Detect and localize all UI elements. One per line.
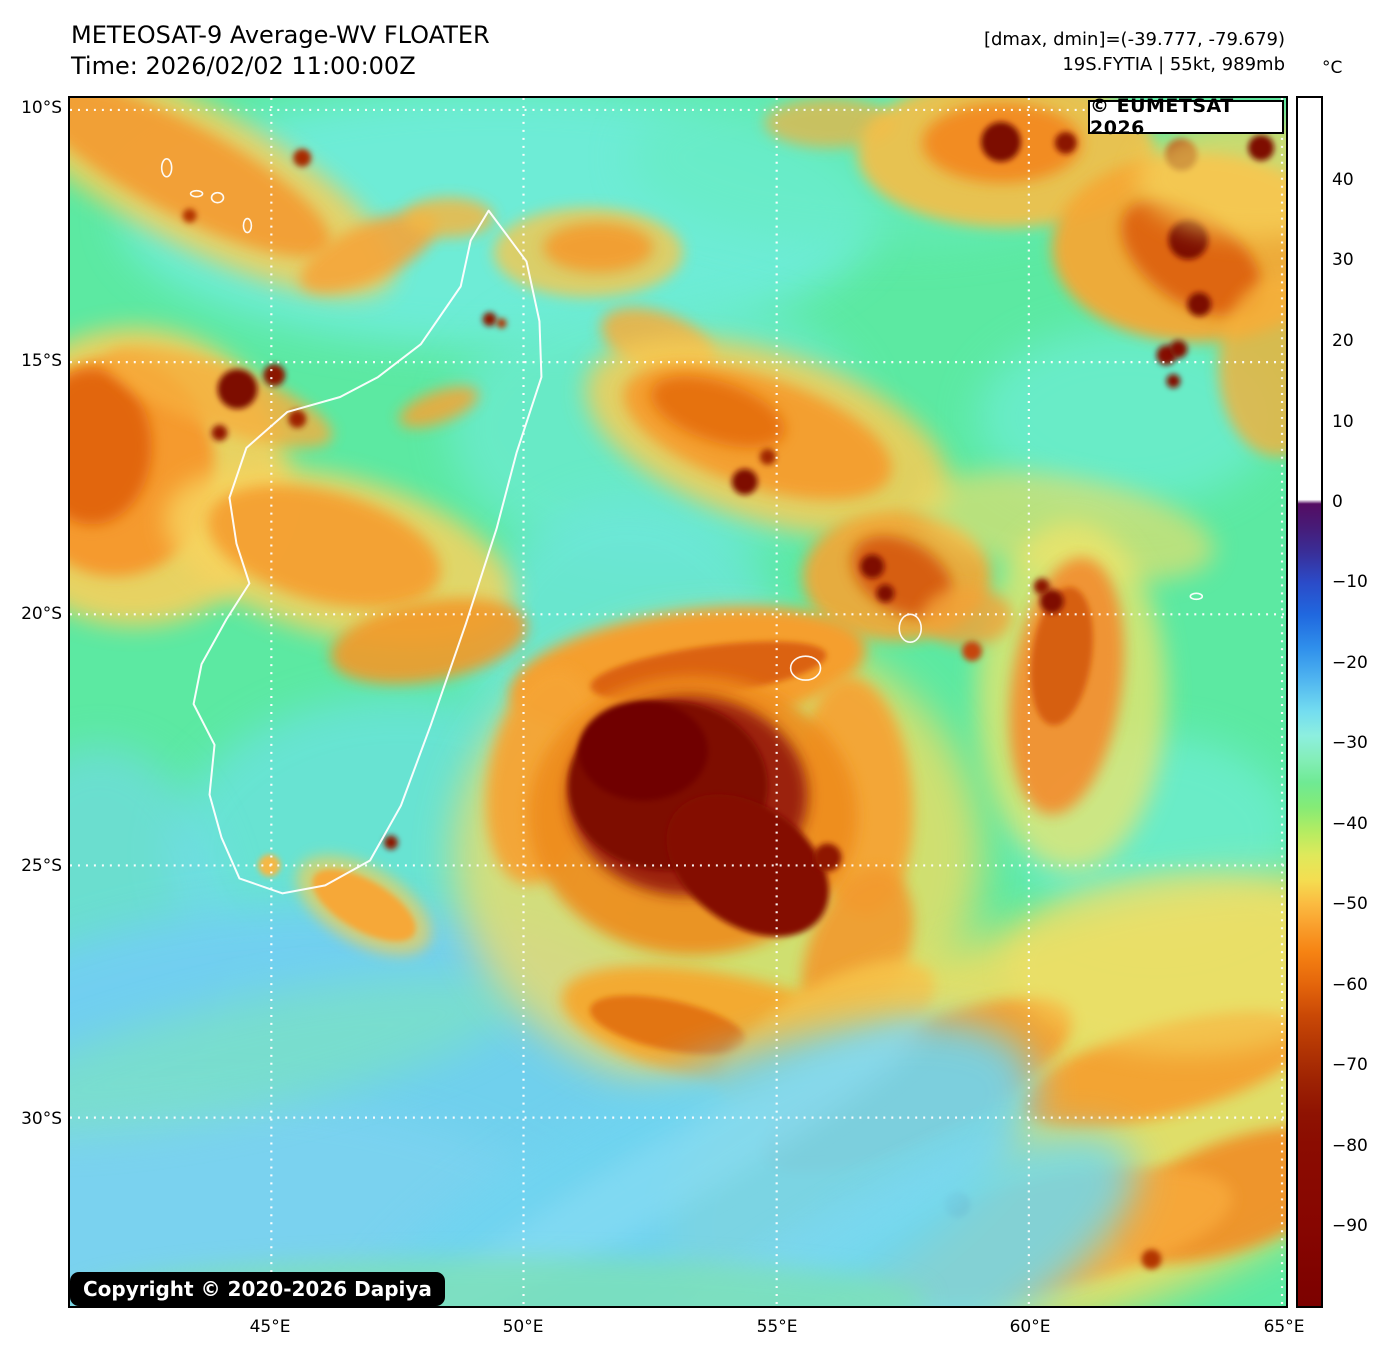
madagascar-coastline [192,209,543,895]
colorbar-tick-30: 30 [1332,250,1354,270]
copyright-badge: Copyright © 2020-2026 Dapiya [70,1272,445,1306]
rodrigues-outline [1189,592,1204,601]
colorbar-tick-m50: −50 [1332,894,1368,914]
product-time: Time: 2026/02/02 11:00:00Z [71,52,416,80]
colorbar-tick-40: 40 [1332,170,1354,190]
lon-tick-45e: 45°E [249,1317,291,1337]
colorbar-tick-m80: −80 [1332,1136,1368,1156]
dmax-dmin-readout: [dmax, dmin]=(-39.777, -79.679) [983,29,1285,50]
island-outlines [160,158,1204,681]
lon-tick-50e: 50°E [502,1317,544,1337]
lat-tick-10s: 10°S [21,98,62,118]
product-title: METEOSAT-9 Average-WV FLOATER [71,21,490,49]
lat-tick-15s: 15°S [21,351,62,371]
map-frame [68,96,1288,1308]
mayotte-outline [242,217,253,234]
colorbar-tick-m40: −40 [1332,814,1368,834]
lat-tick-20s: 20°S [21,604,62,624]
lon-tick-65e: 65°E [1263,1317,1305,1337]
lat-tick-30s: 30°S [21,1109,62,1129]
lon-tick-60e: 60°E [1009,1317,1051,1337]
eumetsat-watermark: © EUMETSAT 2026 [1088,95,1284,139]
colorbar-tick-m70: −70 [1332,1055,1368,1075]
colorbar-tick-m30: −30 [1332,733,1368,753]
lon-tick-55e: 55°E [756,1317,798,1337]
mauritius-outline [898,613,922,643]
reunion-outline [789,655,822,681]
colorbar-tick-m20: −20 [1332,653,1368,673]
colorbar-tick-m10: −10 [1332,572,1368,592]
colorbar-tick-m60: −60 [1332,975,1368,995]
cyclone-core-coldest [578,701,708,801]
colorbar-tick-0: 0 [1332,492,1343,512]
colorbar-unit-label: °C [1322,58,1343,78]
colorbar-tick-20: 20 [1332,331,1354,351]
coastlines [160,158,1204,895]
satellite-wv-map [70,98,1286,1306]
dry-slot-wedge [70,1020,1137,1306]
lat-tick-25s: 25°S [21,856,62,876]
temperature-colorbar [1296,96,1323,1308]
title-block: METEOSAT-9 Average-WV FLOATER Time: 2026… [71,20,490,82]
grande-comore-outline [160,158,173,178]
moheli-outline [189,189,204,198]
colorbar-tick-m90: −90 [1332,1216,1368,1236]
anjouan-outline [210,191,225,204]
colorbar-tick-10: 10 [1332,412,1354,432]
annotation-block: [dmax, dmin]=(-39.777, -79.679) 19S.FYTI… [984,27,1285,77]
storm-info-readout: 19S.FYTIA | 55kt, 989mb [1062,54,1285,75]
